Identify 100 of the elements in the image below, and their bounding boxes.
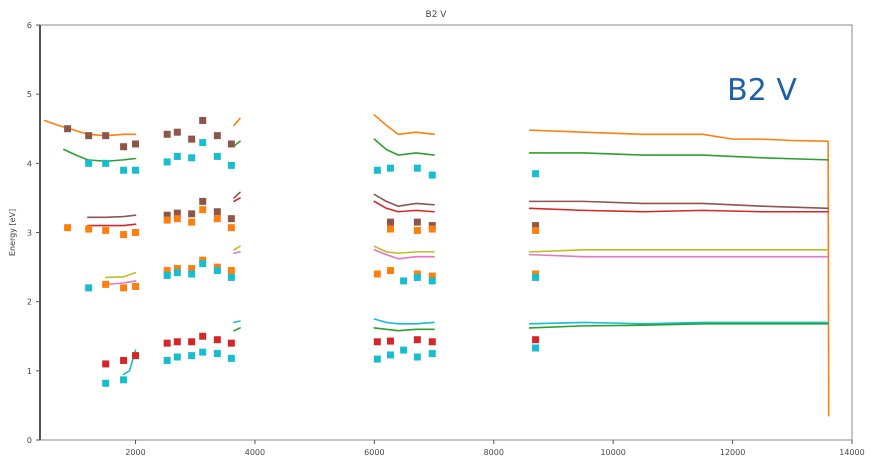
point [188, 352, 196, 360]
point [228, 140, 235, 148]
point [120, 284, 128, 292]
point [228, 354, 235, 362]
point [102, 132, 110, 140]
x-tick-label: 8000 [484, 448, 504, 457]
point [85, 132, 92, 140]
point [174, 338, 181, 346]
point [199, 348, 206, 356]
point [174, 215, 181, 222]
point [228, 215, 235, 222]
point [199, 116, 206, 124]
point [64, 224, 72, 232]
point [386, 226, 394, 233]
point [214, 267, 221, 274]
point [102, 360, 110, 368]
point [174, 128, 181, 136]
point [188, 154, 196, 162]
x-tick-label: 12000 [720, 448, 746, 457]
point [132, 229, 140, 236]
point [428, 338, 436, 346]
y-tick-label: 5 [26, 90, 32, 100]
point [174, 269, 181, 276]
point [164, 356, 171, 364]
point [132, 140, 140, 148]
y-axis-title: Energy [eV] [8, 208, 17, 256]
annotation: B2 V [727, 73, 798, 108]
point [228, 267, 235, 274]
point [386, 164, 394, 172]
point [199, 198, 206, 205]
point [428, 226, 436, 233]
x-tick-label: 14000 [839, 448, 865, 457]
point [532, 344, 540, 352]
point [414, 274, 421, 281]
point [132, 166, 140, 174]
point [174, 354, 181, 360]
point [414, 164, 421, 172]
point [228, 162, 235, 169]
x-tick-label: 4000 [244, 448, 266, 457]
point [199, 332, 206, 340]
point [120, 376, 128, 384]
point [120, 166, 128, 174]
point [85, 160, 92, 167]
y-tick-label: 4 [26, 159, 32, 168]
point [374, 270, 381, 278]
point [188, 270, 196, 278]
point [228, 340, 235, 347]
point [374, 166, 381, 174]
point [214, 132, 221, 140]
point [386, 338, 394, 345]
point [188, 218, 196, 226]
point [374, 338, 381, 346]
point [164, 340, 171, 347]
point [214, 152, 221, 160]
point [188, 136, 196, 143]
chart-title: B2 V [426, 10, 448, 20]
y-tick-label: 6 [26, 21, 32, 30]
point [214, 336, 221, 344]
point [374, 356, 381, 363]
point [214, 215, 221, 222]
point [164, 158, 171, 166]
point [400, 346, 408, 354]
point [199, 260, 206, 268]
point [120, 143, 128, 150]
point [428, 277, 436, 284]
point [164, 272, 171, 279]
point [174, 152, 181, 160]
point [199, 206, 206, 214]
x-tick-label: 10000 [600, 448, 626, 457]
point [532, 170, 540, 178]
point [64, 125, 72, 132]
point [188, 210, 196, 218]
point [132, 352, 140, 360]
point [386, 218, 394, 226]
point [228, 274, 235, 281]
y-tick-label: 3 [26, 228, 32, 238]
x-tick-label: 2000 [125, 448, 146, 457]
point [228, 224, 235, 232]
point [85, 226, 92, 233]
y-tick-label: 1 [26, 366, 32, 376]
y-tick-label: 2 [26, 298, 32, 307]
point [164, 130, 171, 138]
point [400, 277, 408, 284]
point [199, 139, 206, 146]
point [214, 208, 221, 216]
point [102, 226, 110, 234]
point [85, 284, 92, 292]
y-tick-label: 0 [26, 436, 32, 445]
point [532, 226, 540, 234]
point [188, 338, 196, 346]
point [428, 172, 436, 179]
point [532, 336, 540, 344]
point [532, 274, 540, 281]
point [120, 356, 128, 364]
point [428, 350, 436, 358]
point [386, 351, 394, 358]
point [102, 280, 110, 288]
point [120, 231, 128, 238]
point [414, 354, 421, 360]
x-tick-label: 6000 [364, 448, 385, 457]
